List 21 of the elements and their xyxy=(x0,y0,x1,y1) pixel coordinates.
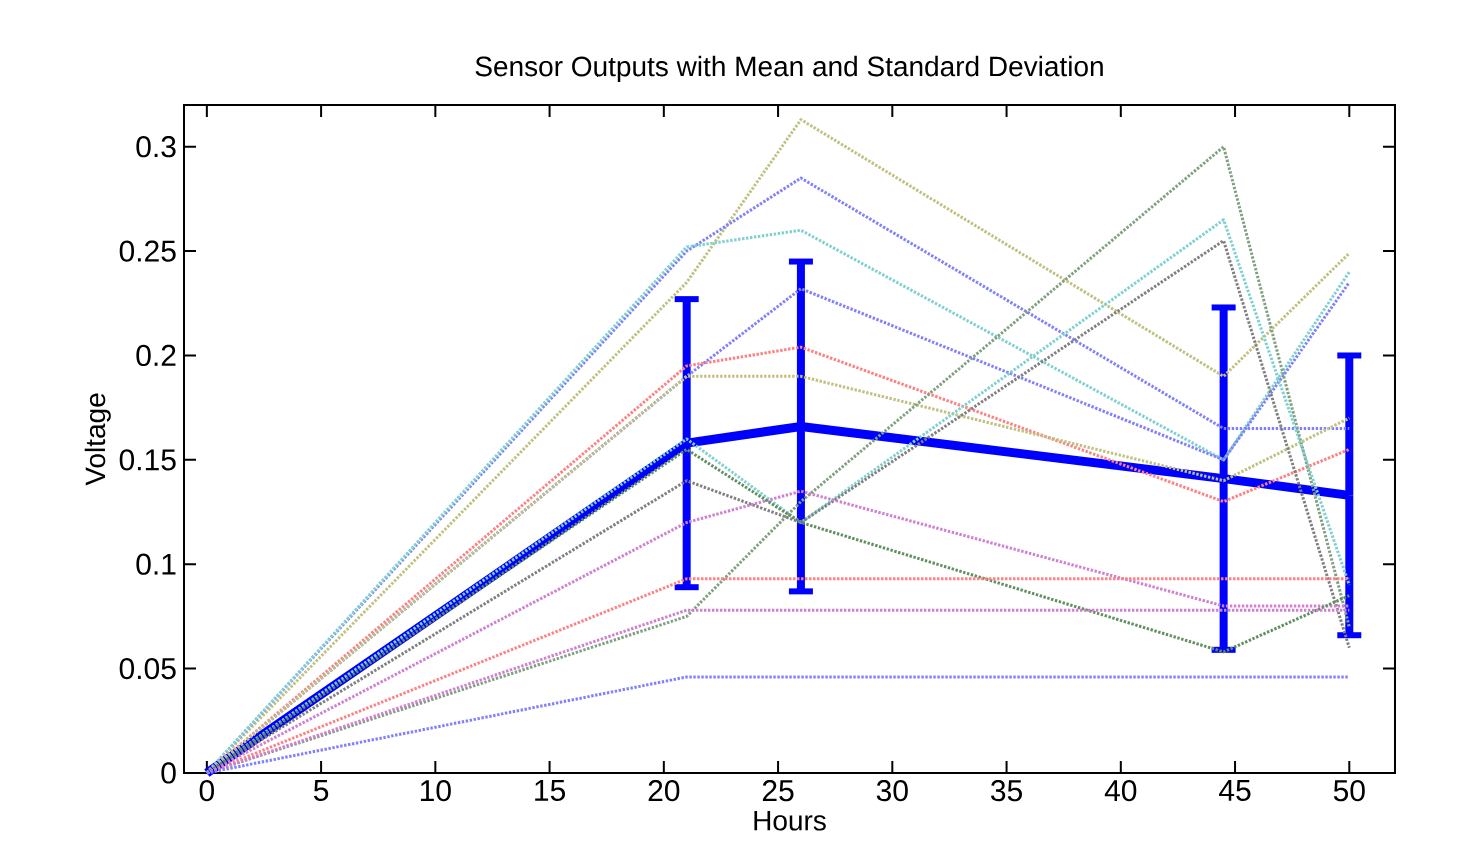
x-tick-label: 15 xyxy=(535,780,566,801)
x-axis-title: Hours xyxy=(754,811,826,831)
x-tick-label: 35 xyxy=(991,780,1022,802)
y-tick-label: 0.1 xyxy=(136,553,176,575)
x-tick-label: 10 xyxy=(420,780,451,802)
y-tick-label: 0.3 xyxy=(136,136,176,158)
x-tick-label: 50 xyxy=(1333,780,1365,802)
y-tick-label: 0.05 xyxy=(119,657,176,680)
x-tick-label: 30 xyxy=(876,780,908,802)
chart-title: Sensor Outputs with Mean and Standard Deviation xyxy=(475,55,1103,82)
y-axis-title: Voltage xyxy=(84,393,111,486)
x-tick-label: 40 xyxy=(1104,780,1137,802)
x-tick-label: 20 xyxy=(648,780,680,802)
y-tick-label: 0.2 xyxy=(136,344,176,367)
y-tick-label: 0 xyxy=(161,762,176,784)
y-tick-label: 0.25 xyxy=(119,240,176,262)
x-tick-label: 0 xyxy=(199,780,214,802)
x-tick-label: 25 xyxy=(762,780,794,802)
y-tick-label: 0.15 xyxy=(119,449,176,471)
x-tick-label: 5 xyxy=(313,780,329,801)
x-tick-label: 45 xyxy=(1219,780,1251,801)
